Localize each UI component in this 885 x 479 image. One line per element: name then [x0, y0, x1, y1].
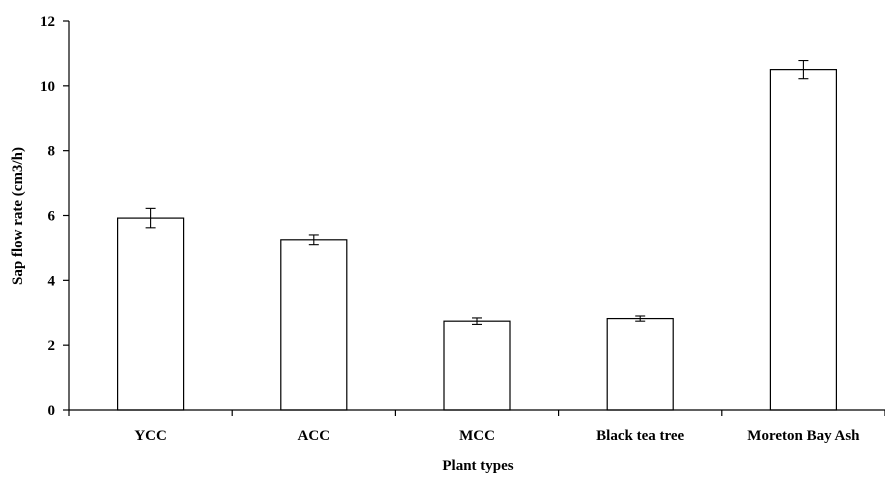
y-tick-label: 2 — [48, 338, 56, 354]
y-tick-label: 12 — [40, 14, 55, 30]
x-axis-title: Plant types — [442, 458, 513, 474]
x-category-label: MCC — [459, 428, 495, 444]
x-axis: YCC ACC MCC Black tea tree Moreton Bay Ash — [68, 410, 885, 444]
bar — [606, 317, 674, 411]
bar — [769, 69, 838, 411]
y-tick-label: 10 — [40, 79, 55, 95]
y-tick-label: 6 — [48, 209, 56, 225]
plot-area — [116, 59, 838, 411]
x-category-label: Black tea tree — [596, 428, 684, 444]
y-axis: 0 2 4 6 8 10 12 — [40, 14, 69, 419]
bar — [280, 239, 348, 411]
x-category-label: ACC — [298, 428, 331, 444]
bar — [116, 217, 185, 411]
x-category-label: YCC — [134, 428, 167, 444]
y-axis-title: Sap flow rate (cm3/h) — [10, 147, 26, 285]
bar — [443, 320, 511, 411]
y-tick-label: 8 — [48, 144, 56, 160]
y-tick-label: 4 — [48, 273, 56, 289]
y-tick-label: 0 — [48, 403, 56, 419]
x-category-label: Moreton Bay Ash — [747, 428, 860, 444]
